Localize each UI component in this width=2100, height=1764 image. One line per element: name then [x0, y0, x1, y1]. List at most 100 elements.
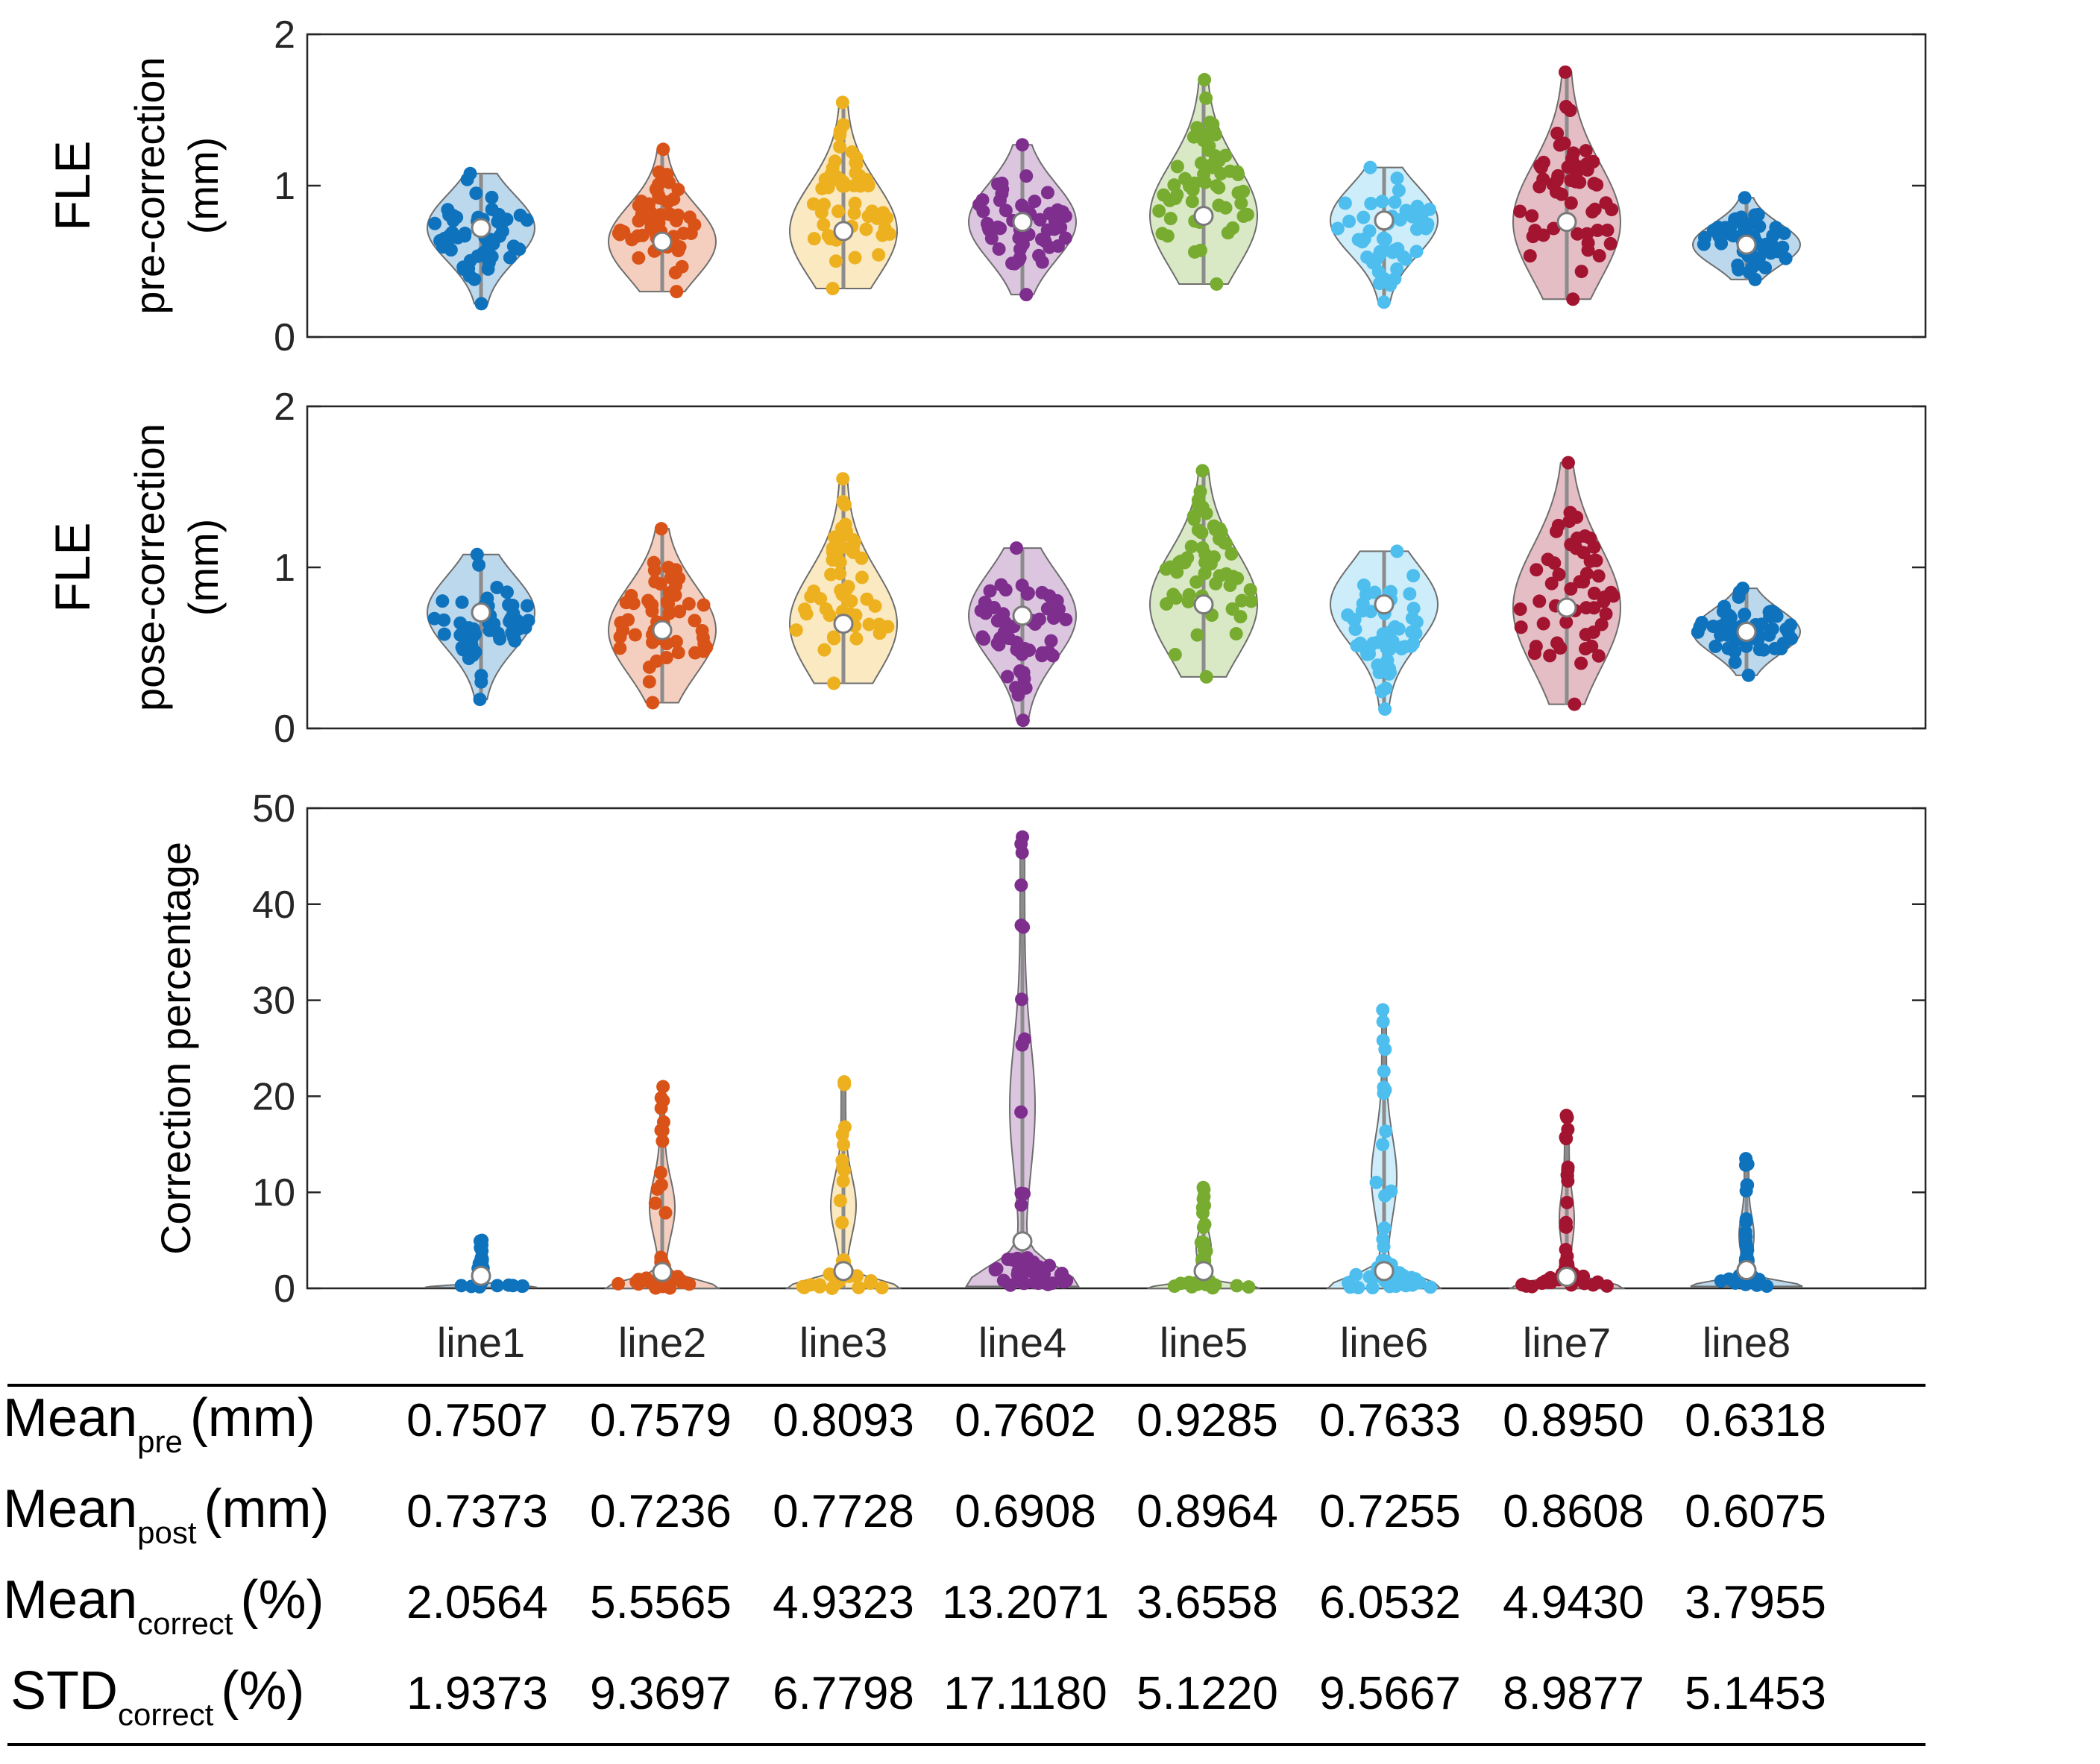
data-point	[1544, 1276, 1559, 1290]
data-point	[660, 168, 674, 182]
data-point	[650, 1182, 664, 1196]
data-point	[876, 206, 890, 220]
table-cell: 3.6558	[1137, 1577, 1278, 1628]
data-point	[493, 229, 507, 243]
data-point	[624, 588, 638, 602]
row-label-main: Mean	[3, 1388, 137, 1448]
data-point	[1406, 637, 1421, 651]
data-point	[616, 623, 630, 637]
data-point	[1738, 608, 1752, 622]
data-point	[613, 227, 627, 242]
data-point	[1722, 1272, 1736, 1286]
data-point	[875, 1281, 889, 1295]
data-point	[1586, 625, 1600, 639]
x-tick-label: line2	[618, 1319, 706, 1366]
data-point	[674, 1273, 688, 1288]
data-point	[474, 297, 488, 311]
data-point	[1550, 126, 1565, 140]
data-point	[1015, 198, 1029, 212]
data-point	[1186, 130, 1201, 144]
data-point	[1040, 186, 1054, 200]
data-point	[1046, 649, 1060, 663]
data-point	[490, 581, 504, 595]
data-point	[469, 186, 483, 201]
data-point	[1581, 243, 1595, 257]
data-point	[1190, 628, 1204, 642]
data-point	[996, 614, 1010, 629]
median-marker	[833, 1261, 854, 1282]
data-point	[1399, 204, 1413, 218]
row-label-main: STD	[10, 1661, 118, 1721]
data-point	[1513, 602, 1527, 617]
data-point	[1187, 176, 1201, 190]
data-point	[1168, 647, 1182, 661]
data-point	[814, 592, 828, 606]
data-point	[1388, 195, 1402, 210]
data-point	[437, 627, 451, 641]
data-point	[806, 197, 820, 211]
table-row: Meanpost (mm) 0.7373 0.7236 0.7728 0.6908 0.89…	[3, 1479, 1826, 1550]
median-marker	[652, 1261, 673, 1282]
data-point	[503, 251, 517, 265]
violin-line7	[1508, 1109, 1626, 1294]
data-point	[1580, 227, 1594, 241]
data-point	[1557, 136, 1571, 151]
data-point	[1377, 1221, 1392, 1235]
data-point	[1758, 261, 1773, 275]
data-point	[656, 1124, 670, 1138]
row-label: Meanpost (mm)	[3, 1479, 329, 1550]
data-point	[1605, 203, 1619, 217]
data-point	[838, 517, 852, 532]
table-cell: 8.9877	[1503, 1668, 1644, 1719]
data-point	[1536, 617, 1550, 631]
median-marker	[1193, 206, 1214, 227]
data-point	[993, 221, 1007, 236]
violin-chart-post: 0 1 2 FLE pose-correction (mm)	[45, 385, 1927, 751]
data-point	[648, 1196, 662, 1210]
data-point	[490, 1279, 504, 1293]
data-point	[1380, 653, 1395, 667]
data-point	[1424, 1280, 1438, 1294]
data-point	[506, 239, 521, 253]
data-point	[1738, 1158, 1752, 1172]
data-point	[1390, 544, 1404, 558]
table-cell: 0.7373	[406, 1486, 548, 1537]
table-cell: 4.9323	[773, 1577, 914, 1628]
data-point	[1741, 668, 1755, 682]
data-point	[1201, 143, 1216, 157]
data-point	[826, 630, 840, 644]
data-point	[1199, 670, 1213, 684]
violin-line6	[1330, 160, 1439, 309]
data-point	[1189, 575, 1204, 589]
data-point	[1555, 187, 1569, 201]
data-point	[1552, 567, 1566, 582]
table-cell: 0.8950	[1503, 1395, 1644, 1446]
data-point	[463, 253, 477, 268]
data-point	[1765, 622, 1779, 636]
data-point	[1752, 643, 1767, 657]
table-cell: 0.7633	[1319, 1395, 1461, 1446]
data-point	[835, 179, 849, 193]
data-point	[1592, 249, 1606, 263]
data-point	[1576, 546, 1591, 560]
data-point	[1752, 219, 1767, 233]
data-point	[1197, 1189, 1211, 1203]
data-point	[613, 641, 627, 655]
data-point	[491, 207, 506, 221]
violin-line8	[1692, 191, 1801, 286]
data-point	[1409, 615, 1424, 629]
y-tick-label: 2	[274, 13, 295, 57]
data-point	[454, 1279, 468, 1293]
data-point	[821, 180, 835, 195]
data-point	[1230, 1279, 1244, 1293]
data-point	[632, 1277, 646, 1291]
data-point	[1210, 277, 1224, 291]
data-point	[1166, 588, 1181, 602]
table-cell: 0.6318	[1685, 1395, 1826, 1446]
data-point	[659, 651, 673, 665]
x-tick-label: line5	[1160, 1319, 1248, 1366]
data-point	[1559, 1132, 1574, 1146]
data-point	[675, 259, 689, 274]
data-point	[803, 1278, 817, 1292]
